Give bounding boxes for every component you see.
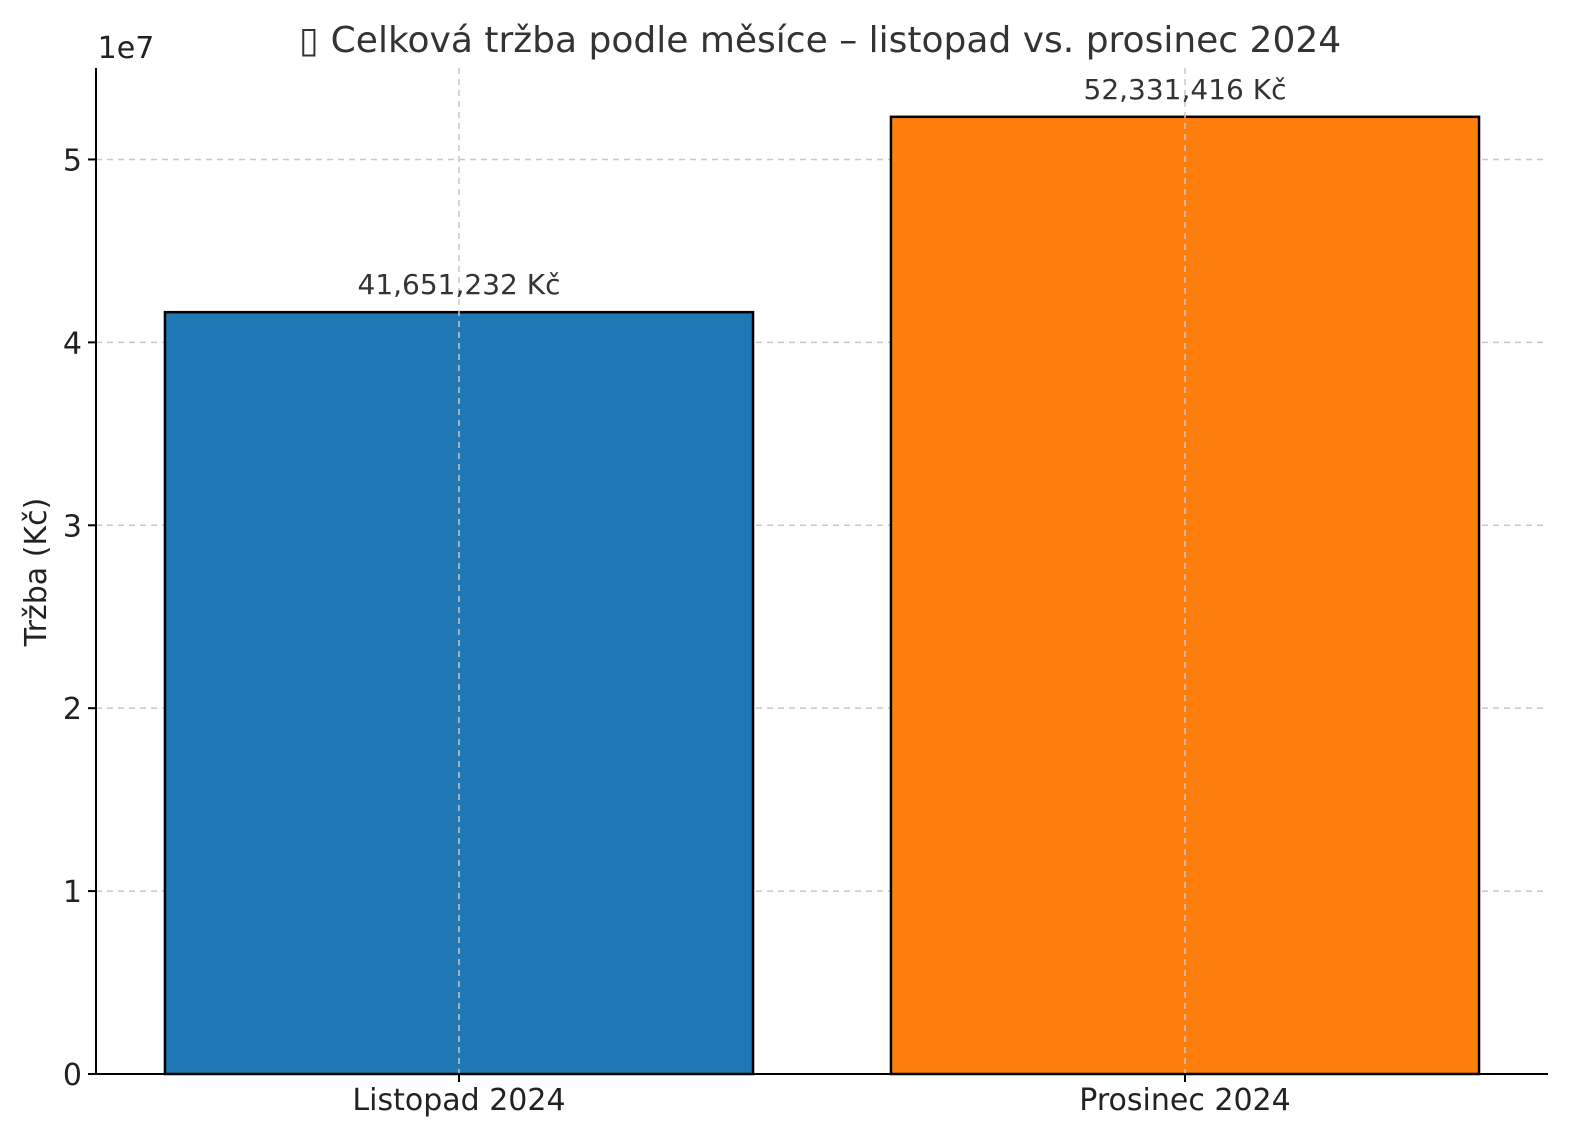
bars <box>163 115 1481 1076</box>
x-tick-label: Listopad 2024 <box>352 1083 565 1118</box>
bar-value-label: 52,331,416 Kč <box>1084 73 1287 106</box>
bar-listopad-2024 <box>163 310 755 1076</box>
y-offset-label: 1e7 <box>98 31 155 66</box>
y-tick-label: 3 <box>63 509 82 544</box>
chart-title-text: Celková tržba podle měsíce – listopad vs… <box>331 20 1342 61</box>
x-tick-label: Prosinec 2024 <box>1079 1083 1290 1118</box>
y-tick-label: 1 <box>63 875 82 910</box>
vertical-grid-lines <box>458 68 1186 1074</box>
bar-value-labels: 41,651,232 Kč 52,331,416 Kč <box>358 73 1287 301</box>
bar-prosinec-2024 <box>889 115 1481 1076</box>
x-ticks: Listopad 2024 Prosinec 2024 <box>352 1074 1291 1118</box>
y-axis-label: Tržba (Kč) <box>19 498 54 648</box>
y-tick-label: 2 <box>63 692 82 727</box>
title-icon: ▯ <box>299 20 319 61</box>
y-ticks: 0 1 2 3 4 5 <box>63 143 96 1093</box>
y-tick-label: 0 <box>63 1058 82 1093</box>
chart-title: ▯ Celková tržba podle měsíce – listopad v… <box>299 20 1341 61</box>
y-tick-label: 5 <box>63 143 82 178</box>
y-tick-label: 4 <box>63 326 82 361</box>
bar-value-label: 41,651,232 Kč <box>358 268 561 301</box>
